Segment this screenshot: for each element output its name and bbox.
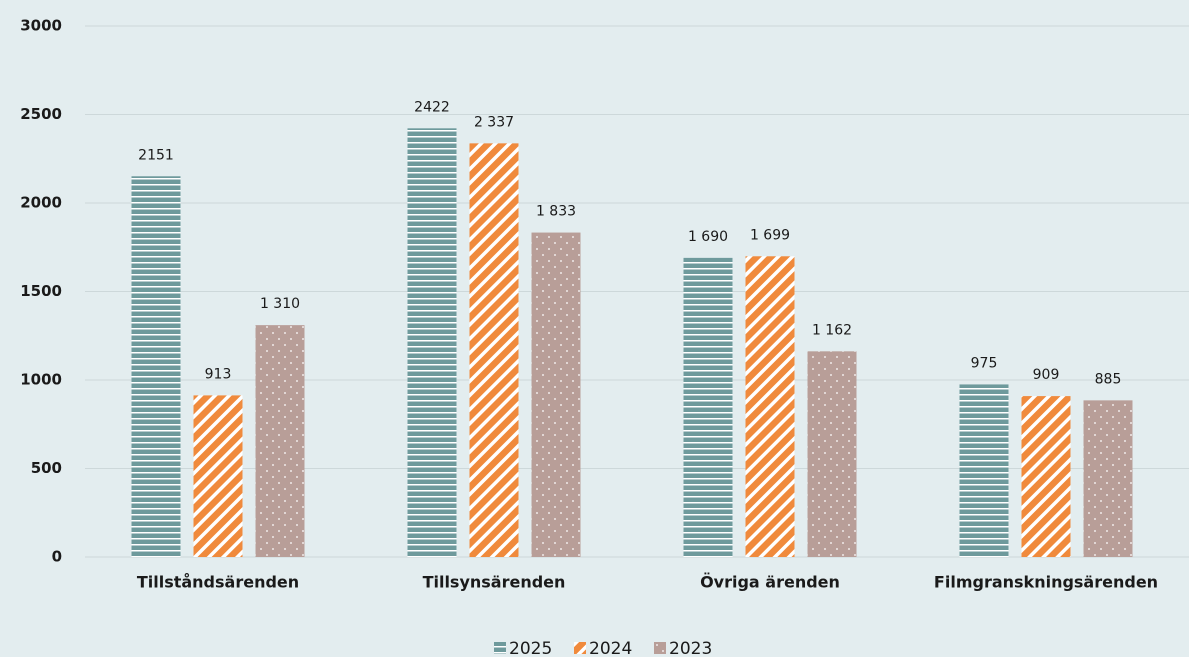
y-tick-label: 1500 <box>20 282 62 300</box>
bar <box>1021 396 1071 557</box>
legend-swatch <box>494 642 506 654</box>
x-tick-label: Övriga ärenden <box>700 573 840 592</box>
bar <box>531 232 581 557</box>
legend-label: 2024 <box>589 639 632 657</box>
x-tick-label: Filmgranskningsärenden <box>934 573 1158 592</box>
value-label: 1 690 <box>688 229 728 245</box>
bar <box>959 384 1009 557</box>
y-tick-label: 3000 <box>20 17 62 35</box>
bar <box>131 176 181 557</box>
y-tick-label: 0 <box>52 548 62 566</box>
value-label: 885 <box>1095 371 1122 387</box>
value-label: 1 699 <box>750 227 790 243</box>
legend-label: 2023 <box>669 639 712 657</box>
bar <box>1083 400 1133 557</box>
x-tick-label: Tillståndsärenden <box>137 573 299 592</box>
bar <box>407 128 457 557</box>
value-label: 2422 <box>414 99 450 115</box>
y-tick-label: 2500 <box>20 105 62 123</box>
legend-label: 2025 <box>509 639 552 657</box>
x-tick-label: Tillsynsärenden <box>423 573 566 592</box>
value-label: 2 337 <box>474 114 514 130</box>
y-tick-label: 2000 <box>20 194 62 212</box>
value-label: 2151 <box>138 147 174 163</box>
legend-swatch <box>574 642 586 654</box>
value-label: 975 <box>971 355 998 371</box>
bar <box>255 325 305 557</box>
value-label: 909 <box>1033 367 1060 383</box>
y-tick-label: 500 <box>31 459 62 477</box>
bar <box>683 257 733 557</box>
value-label: 913 <box>205 366 232 382</box>
legend-swatch <box>654 642 666 654</box>
bar <box>807 351 857 557</box>
bar <box>469 143 519 557</box>
bar <box>193 395 243 557</box>
value-label: 1 162 <box>812 322 852 338</box>
bar <box>745 256 795 557</box>
y-tick-label: 1000 <box>20 371 62 389</box>
value-label: 1 833 <box>536 204 576 220</box>
value-label: 1 310 <box>260 296 300 312</box>
